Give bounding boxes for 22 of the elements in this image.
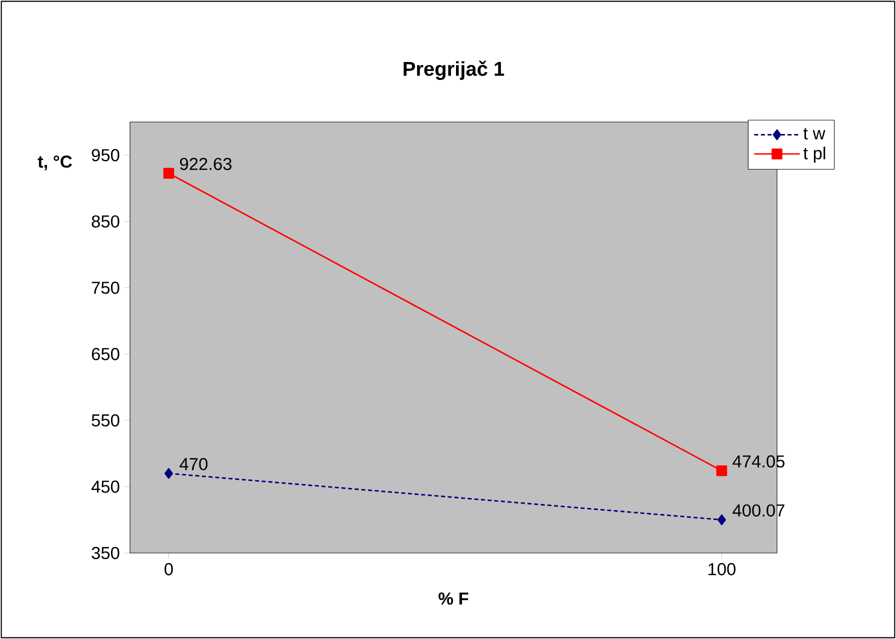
data-label: 922.63 xyxy=(180,158,232,170)
data-label: 470 xyxy=(180,458,208,470)
y-axis-title: t, °C xyxy=(38,155,72,170)
x-axis-title: % F xyxy=(438,592,468,605)
y-tick-label: 350 xyxy=(92,546,120,560)
y-tick-label: 450 xyxy=(91,480,120,493)
y-tick-label: 750 xyxy=(92,282,120,294)
point xyxy=(716,465,728,476)
point xyxy=(163,168,174,179)
data-label: 474.05 xyxy=(732,455,784,468)
point xyxy=(717,514,726,526)
y-tick-label: 850 xyxy=(92,215,120,228)
x-tick-label: 0 xyxy=(164,563,173,576)
point xyxy=(164,468,173,479)
x-tick-label: 100 xyxy=(708,563,736,576)
legend-label: t pl xyxy=(803,146,826,163)
y-tick-label: 550 xyxy=(92,414,120,427)
legend-label: t w xyxy=(803,128,826,140)
data-label: 400.07 xyxy=(732,504,784,517)
y-tick-label: 950 xyxy=(92,149,120,162)
y-tick-label: 650 xyxy=(92,348,120,360)
chart-title: Pregrijač 1 xyxy=(404,60,504,80)
